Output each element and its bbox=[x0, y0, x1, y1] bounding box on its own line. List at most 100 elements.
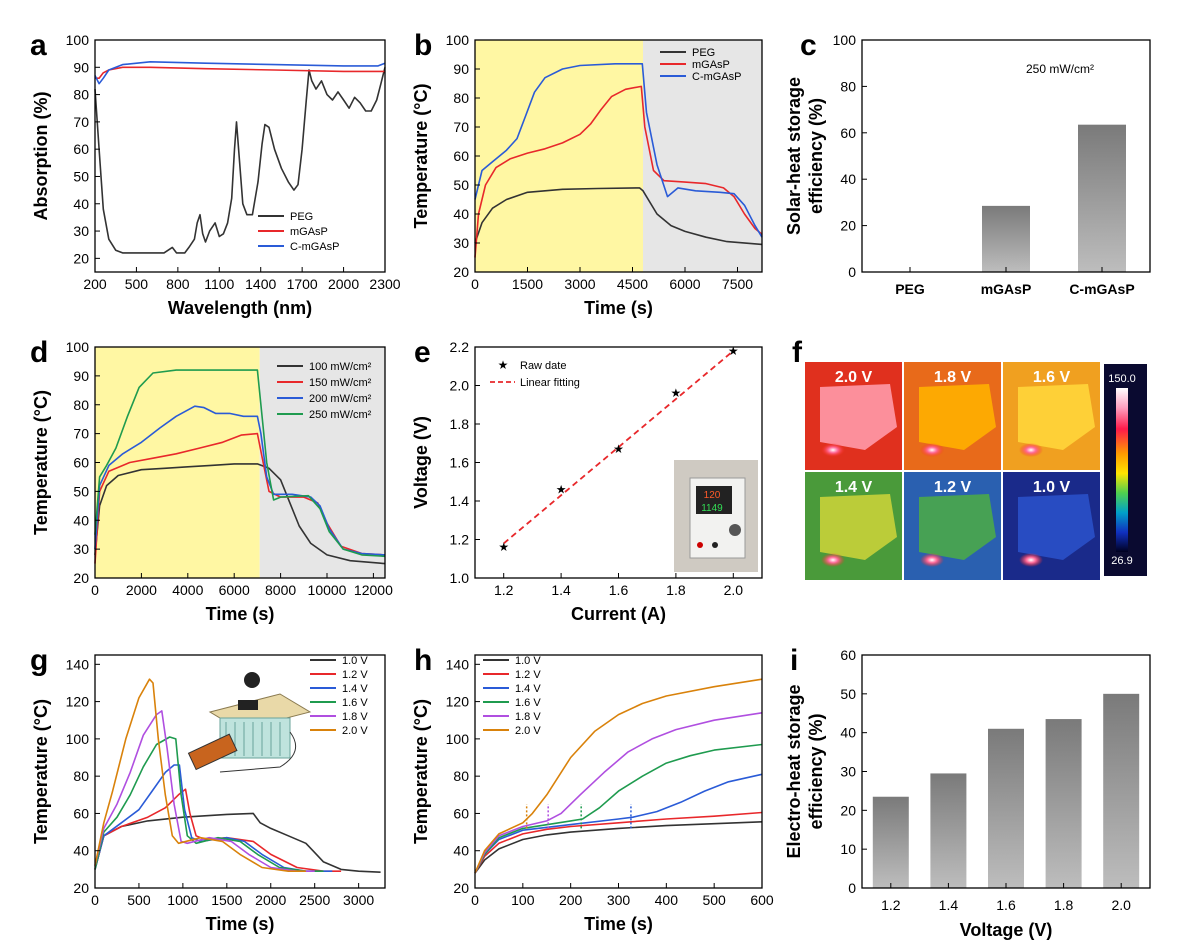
series-line-1-6-V bbox=[474, 743, 763, 874]
category-label: mGAsP bbox=[981, 281, 1032, 297]
thermal-image-grid: 2.0 V 1.8 V 1.6 V 1.4 V 1.2 V 1.0 V 150.0 26.9 bbox=[805, 362, 1147, 580]
thermal-tile: 1.0 V bbox=[1003, 472, 1100, 580]
x-axis-label: Voltage (V) bbox=[960, 920, 1053, 940]
bar bbox=[982, 205, 1030, 272]
illumination-band bbox=[643, 40, 762, 272]
y-tick-label: 20 bbox=[840, 218, 856, 234]
legend-star: ★ bbox=[498, 358, 509, 372]
y-tick-label: 140 bbox=[66, 656, 90, 672]
y-tick-label: 2.2 bbox=[450, 339, 470, 355]
panel-h-axes: 20 40 60 80 100 120 140 0 100 200 300 400 500 600 bbox=[446, 654, 774, 908]
x-tick-label: 0 bbox=[91, 582, 99, 598]
y-tick-label: 120 bbox=[446, 694, 470, 710]
series-line-PEG bbox=[94, 67, 386, 254]
panel-i-axes: 0 10 20 30 40 50 60 bbox=[840, 647, 1151, 896]
legend-entry: Linear fitting bbox=[520, 377, 580, 389]
series-line-2-0-V bbox=[94, 678, 306, 872]
y-axis-label-line2: efficiency (%) bbox=[806, 713, 826, 829]
hot-spot bbox=[821, 553, 845, 567]
y-tick-label: 70 bbox=[73, 426, 89, 442]
y-axis-label: Voltage (V) bbox=[411, 416, 431, 509]
y-tick-label: 80 bbox=[73, 87, 89, 103]
y-axis-label: Temperature (°C) bbox=[31, 699, 51, 844]
y-tick-label: 100 bbox=[66, 731, 90, 747]
category-label: 1.8 bbox=[1054, 897, 1074, 913]
x-axis-label: Time (s) bbox=[584, 298, 653, 318]
category-label: 1.4 bbox=[939, 897, 959, 913]
hot-spot bbox=[1019, 553, 1043, 567]
x-tick-label: 1.6 bbox=[609, 582, 629, 598]
power-density-annotation: 250 mW/cm² bbox=[1026, 62, 1094, 76]
category-label: 1.2 bbox=[881, 897, 901, 913]
y-tick-label: 70 bbox=[453, 119, 469, 135]
sample-region bbox=[919, 384, 996, 450]
y-tick-label: 40 bbox=[453, 206, 469, 222]
y-tick-label: 30 bbox=[453, 235, 469, 251]
x-tick-label: 4000 bbox=[172, 582, 203, 598]
data-point-star: ★ bbox=[556, 482, 567, 496]
x-tick-label: 100 bbox=[511, 892, 535, 908]
legend-entry: Raw date bbox=[520, 360, 566, 372]
data-point-star: ★ bbox=[671, 386, 682, 400]
data-point-star: ★ bbox=[498, 540, 509, 554]
y-tick-label: 40 bbox=[840, 171, 856, 187]
x-tick-label: 1500 bbox=[211, 892, 242, 908]
thermal-tile: 1.2 V bbox=[904, 472, 1001, 580]
panel-label-i: i bbox=[790, 644, 798, 677]
legend-entry: 1.4 V bbox=[515, 683, 541, 695]
x-tick-label: 500 bbox=[127, 892, 151, 908]
x-tick-label: 800 bbox=[166, 276, 190, 292]
y-tick-label: 90 bbox=[73, 59, 89, 75]
voltage-label: 1.2 V bbox=[934, 479, 972, 496]
sample-region bbox=[1018, 494, 1095, 560]
x-tick-label: 0 bbox=[471, 892, 479, 908]
y-tick-label: 50 bbox=[840, 686, 856, 702]
x-tick-label: 200 bbox=[83, 276, 107, 292]
x-tick-label: 8000 bbox=[265, 582, 296, 598]
y-tick-label: 60 bbox=[73, 141, 89, 157]
y-tick-label: 20 bbox=[453, 880, 469, 896]
y-tick-label: 20 bbox=[453, 264, 469, 280]
y-tick-label: 30 bbox=[73, 541, 89, 557]
bar bbox=[1103, 693, 1140, 888]
x-tick-label: 10000 bbox=[308, 582, 347, 598]
legend-entry: 150 mW/cm² bbox=[309, 377, 372, 389]
legend-entry: 2.0 V bbox=[515, 725, 541, 737]
x-tick-label: 3000 bbox=[564, 276, 595, 292]
y-tick-label: 20 bbox=[840, 802, 856, 818]
x-tick-label: 2.0 bbox=[724, 582, 744, 598]
terminal-black bbox=[712, 542, 718, 548]
legend-entry: C-mGAsP bbox=[290, 241, 340, 253]
voltage-label: 1.8 V bbox=[934, 369, 972, 386]
y-tick-label: 20 bbox=[73, 250, 89, 266]
y-tick-label: 100 bbox=[66, 339, 90, 355]
legend-entry: PEG bbox=[290, 211, 313, 223]
display-current: 1149 bbox=[701, 503, 723, 514]
plot-frame bbox=[94, 39, 386, 273]
sample-region bbox=[820, 384, 897, 450]
y-tick-label: 90 bbox=[73, 368, 89, 384]
x-tick-label: 2500 bbox=[299, 892, 330, 908]
y-axis-label-line2: efficiency (%) bbox=[806, 98, 826, 214]
series-line-mGAsP bbox=[474, 85, 763, 258]
legend-entry: mGAsP bbox=[692, 59, 730, 71]
panel-b-axes: 20 30 40 50 60 70 80 90 100 0 1500 3000 4500 6000 7500 bbox=[446, 32, 763, 292]
legend-entry: 250 mW/cm² bbox=[309, 409, 372, 421]
legend-entry: C-mGAsP bbox=[692, 71, 742, 83]
y-tick-label: 100 bbox=[446, 731, 470, 747]
series-line-1-2-V bbox=[94, 788, 342, 872]
y-tick-label: 60 bbox=[73, 805, 89, 821]
y-axis-label: Absorption (%) bbox=[31, 92, 51, 221]
series-line-mGAsP bbox=[95, 66, 385, 79]
y-axis-label: Electro-heat storage bbox=[784, 684, 804, 858]
y-tick-label: 100 bbox=[66, 32, 90, 48]
y-tick-label: 90 bbox=[453, 61, 469, 77]
x-axis-label: Time (s) bbox=[206, 914, 275, 934]
y-tick-label: 60 bbox=[840, 647, 856, 663]
category-label: 2.0 bbox=[1111, 897, 1131, 913]
y-tick-label: 60 bbox=[840, 125, 856, 141]
illumination-band bbox=[475, 40, 643, 272]
legend-entry: 2.0 V bbox=[342, 725, 368, 737]
x-tick-label: 1.2 bbox=[494, 582, 514, 598]
